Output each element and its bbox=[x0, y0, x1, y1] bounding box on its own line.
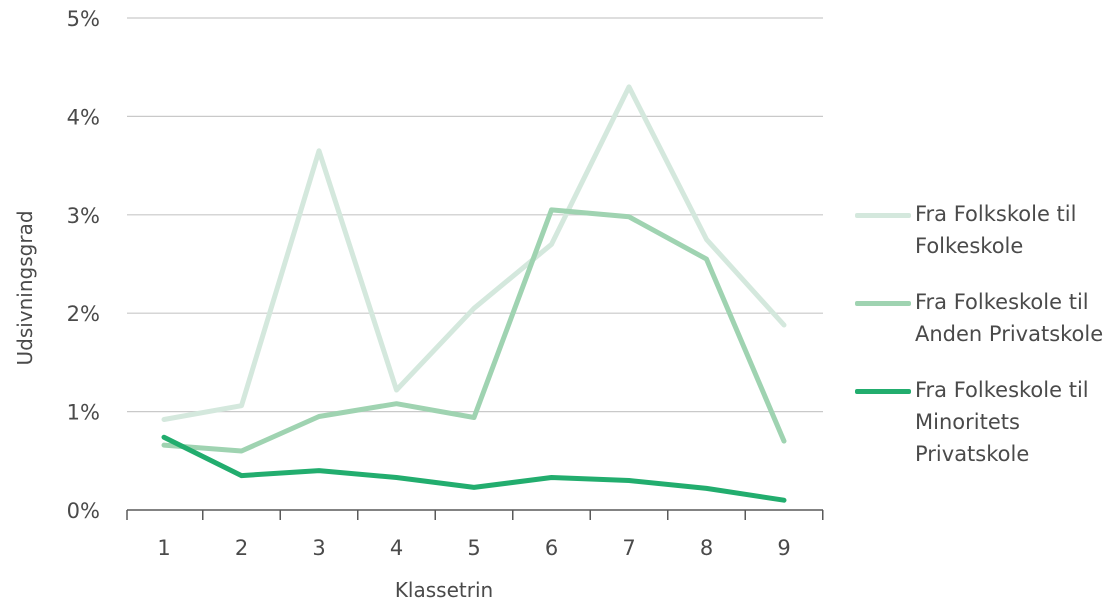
y-tick-label: 4% bbox=[67, 105, 100, 129]
legend-label: Fra Folkeskole til Minoritets Privatskol… bbox=[915, 378, 1089, 466]
gridlines bbox=[127, 17, 823, 413]
x-tick-label: 7 bbox=[622, 536, 635, 560]
x-tick-label: 4 bbox=[390, 536, 403, 560]
y-tick-label: 5% bbox=[67, 7, 100, 31]
series-line-3 bbox=[161, 434, 787, 503]
legend-swatch bbox=[855, 389, 911, 394]
x-tick-label: 5 bbox=[467, 536, 480, 560]
x-axis-title: Klassetrin bbox=[395, 578, 493, 602]
x-tick-label: 9 bbox=[777, 536, 790, 560]
legend-label: Fra Folkeskole til Anden Privatskole bbox=[915, 290, 1104, 346]
y-tick-label: 0% bbox=[67, 499, 100, 523]
legend-item-folkskole-folkeskole: Fra Folkskole til Folkeskole bbox=[855, 198, 1111, 262]
x-tick-label: 6 bbox=[545, 536, 558, 560]
y-tick-label: 3% bbox=[67, 204, 100, 228]
y-tick-label: 2% bbox=[67, 302, 100, 326]
legend-label: Fra Folkskole til Folkeskole bbox=[915, 202, 1077, 258]
x-tick-labels: 1 2 3 4 5 6 7 8 9 bbox=[157, 536, 790, 560]
legend-swatch bbox=[855, 301, 911, 306]
legend: Fra Folkskole til Folkeskole Fra Folkesk… bbox=[855, 198, 1111, 494]
x-tick-label: 8 bbox=[700, 536, 713, 560]
y-axis-title: Udsivningsgrad bbox=[13, 210, 37, 365]
x-tick-label: 3 bbox=[312, 536, 325, 560]
x-tick-label: 2 bbox=[235, 536, 248, 560]
legend-swatch bbox=[855, 213, 911, 218]
series-line-1 bbox=[161, 84, 787, 422]
series-lines bbox=[161, 84, 787, 503]
legend-item-anden-privatskole: Fra Folkeskole til Anden Privatskole bbox=[855, 286, 1111, 350]
y-tick-labels: 0% 1% 2% 3% 4% 5% bbox=[67, 7, 100, 523]
series-line-2 bbox=[161, 207, 787, 454]
y-tick-label: 1% bbox=[67, 401, 100, 425]
x-tick-label: 1 bbox=[157, 536, 170, 560]
axes bbox=[126, 509, 824, 520]
legend-item-minoritets-privatskole: Fra Folkeskole til Minoritets Privatskol… bbox=[855, 374, 1111, 470]
